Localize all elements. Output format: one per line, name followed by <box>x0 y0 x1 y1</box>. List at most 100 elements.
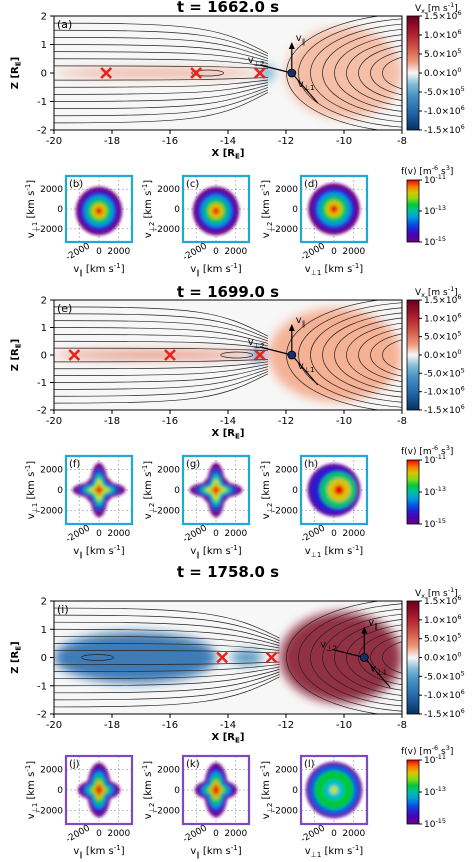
vdf-x-tick-label: 0 <box>331 247 337 257</box>
vdf-x-axis-label: v⊥1 [km s-1] <box>305 544 363 559</box>
vdf-frame <box>181 454 251 526</box>
vdf-y-tick-label: 0 <box>292 205 298 215</box>
xpoint-stroke <box>68 349 81 361</box>
field-line <box>54 22 269 54</box>
vdf-x-tick-label: 0 <box>96 529 102 539</box>
vdf-y-tick-label: -2000 <box>154 806 180 816</box>
x-tick-label: -8 <box>397 416 407 427</box>
field-line <box>54 628 280 646</box>
field-line <box>54 87 269 109</box>
vdf-y-tick-label: 0 <box>57 205 63 215</box>
field-line <box>358 45 402 101</box>
vdf-x-tick-label: 2000 <box>107 829 130 839</box>
v-perp2-label: v⊥2 <box>320 640 337 653</box>
island-contour <box>191 69 225 77</box>
vx-tick-label: 5.0×105 <box>424 330 461 343</box>
field-line <box>310 23 402 123</box>
spacecraft-marker <box>359 653 369 662</box>
field-line <box>54 334 268 347</box>
field-line <box>346 39 402 107</box>
y-tick-label: -1 <box>37 378 47 389</box>
vdf-panel-letter: (g) <box>186 459 200 470</box>
field-line <box>54 79 268 88</box>
xpoint-stroke <box>216 651 229 664</box>
fv-tick-label: 10-11 <box>424 173 446 186</box>
vdf-x-tick-label: -2000 <box>181 823 209 845</box>
field-line <box>54 368 269 390</box>
fv-colorbar-bar <box>406 459 420 525</box>
field-line <box>286 300 383 410</box>
vdf-level <box>213 487 219 493</box>
field-line <box>54 44 268 62</box>
vdf-y-tick-label: 2000 <box>157 766 180 776</box>
vdf-y-tick-label: -2000 <box>154 225 180 235</box>
field-line <box>358 328 402 382</box>
field-line <box>286 16 383 130</box>
vx-tick-label: 1.0×106 <box>424 613 461 626</box>
vdf-panel-letter: (c) <box>186 179 199 190</box>
vdf-level <box>330 205 338 213</box>
fv-tick-label: 10-13 <box>424 785 446 798</box>
vdf-frame <box>299 754 369 826</box>
vx-tick-label: 1.0×106 <box>424 311 461 324</box>
field-line <box>54 29 269 57</box>
vdf-panel-l: (l) 2000 0 -2000-2000 0 2000 v⊥1 [km s-1] v⊥2 [… <box>259 754 369 859</box>
vdf-panel-g: (g) 2000 0 -2000-2000 0 2000 v∥ [km s-1] v⊥2 [k… <box>141 454 251 559</box>
field-line <box>54 84 268 102</box>
fv-tick-label: 10-13 <box>424 204 446 217</box>
xpoint-marker <box>68 349 81 361</box>
vdf-y-tick-label: 2000 <box>157 466 180 476</box>
field-line <box>382 339 402 371</box>
island-contour <box>81 654 114 661</box>
vdf-distribution <box>194 762 238 818</box>
vx-tick-label: -1.5×106 <box>424 707 465 720</box>
vdf-frame <box>299 454 369 526</box>
vdf-frame <box>181 174 251 244</box>
field-lines <box>54 16 402 130</box>
flow-region <box>286 27 402 119</box>
fv-tick-label: 10-11 <box>424 453 446 466</box>
x-tick-label: -18 <box>104 720 120 731</box>
x-tick-label: -18 <box>104 416 120 427</box>
xpoint-marker <box>265 651 278 664</box>
x-tick-label: -20 <box>46 136 62 147</box>
vdf-x-tick-label: 0 <box>213 529 219 539</box>
vdf-y-tick-label: 2000 <box>157 185 180 195</box>
vdf-frame <box>64 454 134 526</box>
y-tick-label: 0 <box>41 69 47 80</box>
y-tick-label: 2 <box>41 12 47 23</box>
vx-colorbar-label: Vx [m s-1] <box>415 285 458 299</box>
field-line <box>298 603 402 712</box>
vdf-x-tick-label: -2000 <box>64 823 92 845</box>
vdf-y-axis-label: v⊥2 [km s-1] <box>141 461 156 519</box>
x-tick-label: -12 <box>278 416 294 427</box>
velocity-triad: v∥ v⊥2 v⊥1 <box>248 33 319 104</box>
field-line <box>54 643 280 651</box>
field-line <box>54 327 268 344</box>
v-par-label: v∥ <box>296 33 306 46</box>
vx-tick-label: 0.0×100 <box>424 348 461 361</box>
field-line <box>298 18 402 128</box>
vx-field-map <box>54 300 402 410</box>
vdf-y-tick-label: 0 <box>292 486 298 496</box>
vdf-x-tick-label: 0 <box>96 829 102 839</box>
field-line <box>54 89 269 117</box>
snapshot-3: t = 1758.0 sv∥v⊥2v⊥1-20 -18 -16 -14 -12 -10 -8… <box>10 563 465 859</box>
panel-letter: (i) <box>57 603 69 616</box>
field-line <box>334 34 402 112</box>
fv-tick-label: 10-15 <box>424 235 446 248</box>
vx-field-map <box>54 601 402 714</box>
vdf-y-tick-label: 2000 <box>275 185 298 195</box>
vx-tick-label: 0.0×100 <box>424 651 461 664</box>
field-line <box>358 630 402 685</box>
field-line <box>346 624 402 691</box>
panel-letter: (e) <box>57 302 72 315</box>
snapshot-title: t = 1758.0 s <box>177 563 279 581</box>
vdf-panel-j: (j) 2000 0 -2000-2000 0 2000 v∥ [km s-1] v⊥1 [k… <box>24 754 134 859</box>
vdf-x-tick-label: 2000 <box>342 829 365 839</box>
vdf-x-tick-label: 2000 <box>224 529 247 539</box>
y-axis-label: Z [RE] <box>10 57 23 90</box>
field-line <box>322 614 402 701</box>
x-tick-label: -12 <box>278 720 294 731</box>
